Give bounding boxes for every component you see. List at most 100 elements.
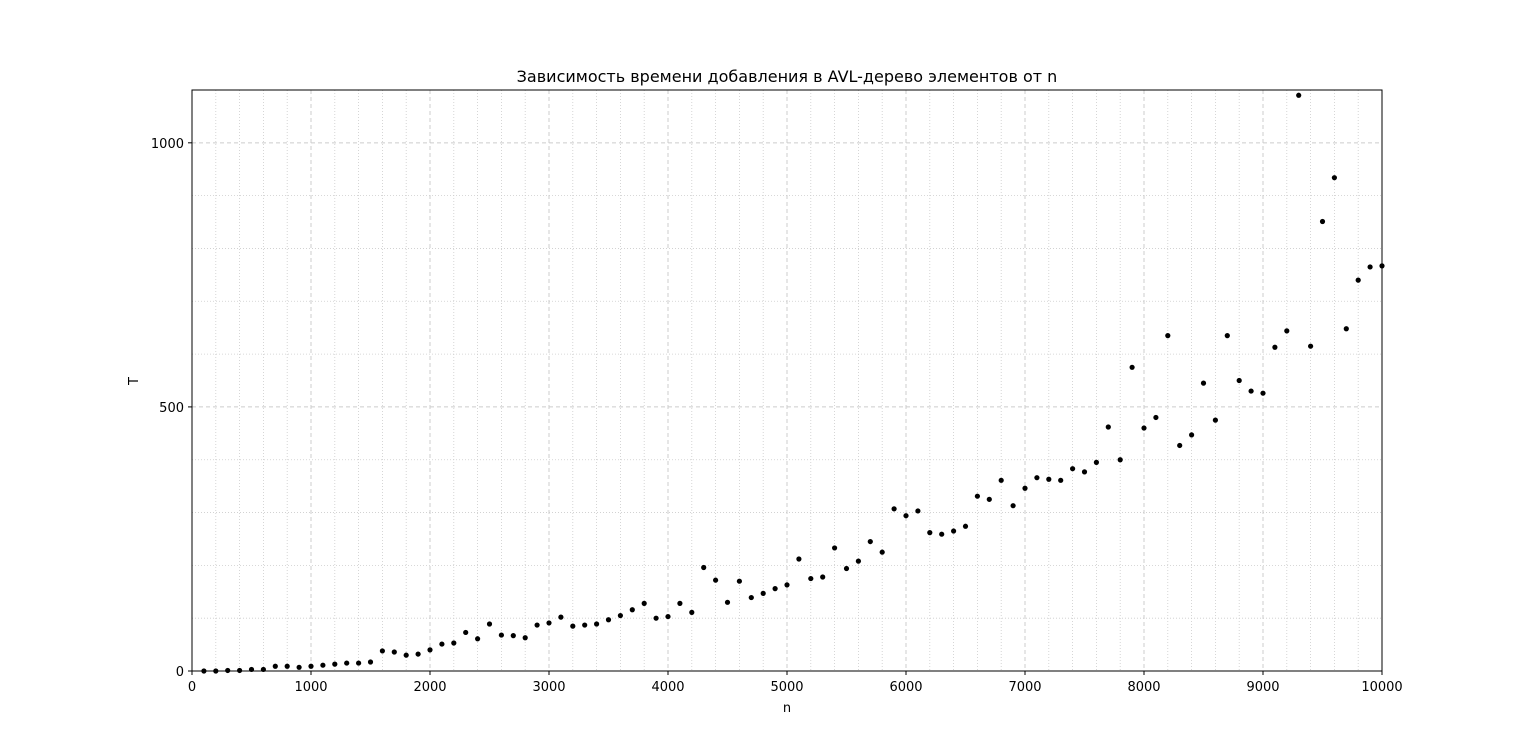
data-point <box>558 614 564 620</box>
data-point <box>463 629 469 636</box>
data-point <box>772 586 778 592</box>
chart-title: Зависимость времени добавления в AVL-дер… <box>517 67 1058 86</box>
data-point <box>796 556 802 562</box>
data-point <box>1296 92 1302 98</box>
x-tick-label: 3000 <box>532 680 565 695</box>
major-grid <box>192 90 1382 671</box>
data-point <box>1046 476 1052 482</box>
x-tick-label: 8000 <box>1127 680 1160 695</box>
data-point <box>403 652 409 658</box>
data-point <box>1248 388 1254 394</box>
data-point <box>225 667 231 674</box>
x-tick-label: 1000 <box>294 680 327 695</box>
data-point <box>415 651 421 657</box>
data-point <box>427 647 433 653</box>
data-point <box>689 609 695 615</box>
data-point <box>510 633 516 639</box>
data-point <box>1308 343 1314 349</box>
data-point <box>1189 432 1195 438</box>
data-point <box>1343 326 1349 332</box>
x-axis-label: n <box>783 701 791 716</box>
data-point <box>653 615 659 621</box>
data-point <box>284 663 290 669</box>
data-point <box>570 623 576 629</box>
data-points <box>201 92 1385 674</box>
x-tick-label: 7000 <box>1008 680 1041 695</box>
data-point <box>1153 414 1159 421</box>
data-point <box>1117 457 1123 463</box>
data-point <box>356 660 362 666</box>
data-point <box>1260 390 1266 396</box>
data-point <box>594 621 600 627</box>
data-point <box>1236 377 1242 384</box>
y-tick-label: 1000 <box>151 137 184 152</box>
data-point <box>867 538 873 545</box>
data-point <box>451 640 457 646</box>
data-point <box>272 663 278 669</box>
x-tick-label: 0 <box>188 680 196 695</box>
data-point <box>391 649 397 655</box>
data-point <box>308 663 314 669</box>
data-point <box>522 635 528 641</box>
data-point <box>332 661 338 667</box>
data-point <box>843 565 850 572</box>
data-point <box>1093 459 1099 465</box>
data-point <box>784 582 790 588</box>
y-axis-ticks: 0 500 1000 <box>151 137 192 680</box>
data-point <box>1022 485 1028 491</box>
data-point <box>546 620 552 626</box>
data-point <box>879 549 885 555</box>
data-point <box>927 530 933 536</box>
data-point <box>439 641 445 647</box>
data-point <box>1070 466 1076 472</box>
data-point <box>1177 442 1183 449</box>
data-point <box>855 558 862 564</box>
data-point <box>808 575 814 582</box>
data-point <box>891 506 897 512</box>
data-point <box>760 590 766 596</box>
data-point <box>320 662 326 668</box>
data-point <box>939 531 945 537</box>
data-point <box>1081 469 1088 475</box>
data-point <box>1319 218 1326 225</box>
x-tick-label: 10000 <box>1361 680 1402 695</box>
data-point <box>701 564 707 571</box>
x-tick-label: 4000 <box>651 680 684 695</box>
data-point <box>998 477 1004 483</box>
data-point <box>832 545 838 551</box>
data-point <box>748 594 754 601</box>
y-tick-label: 0 <box>176 665 184 680</box>
data-point <box>1058 477 1064 483</box>
data-point <box>1200 380 1207 386</box>
data-point <box>1367 264 1373 270</box>
data-point <box>1355 277 1361 283</box>
data-point <box>665 613 671 620</box>
data-point <box>724 599 731 605</box>
data-point <box>1105 424 1111 430</box>
y-axis-label: T <box>127 377 142 386</box>
data-point <box>1034 475 1040 481</box>
data-point <box>986 496 992 502</box>
x-tick-label: 6000 <box>889 680 922 695</box>
data-point <box>962 523 969 529</box>
data-point <box>641 600 647 606</box>
data-point <box>344 660 350 666</box>
data-point <box>1165 333 1171 339</box>
data-point <box>1010 503 1016 509</box>
data-point <box>736 578 743 584</box>
x-tick-label: 9000 <box>1246 680 1279 695</box>
data-point <box>379 648 385 654</box>
data-point <box>903 513 909 519</box>
data-point <box>629 607 635 613</box>
data-point <box>951 528 957 534</box>
data-point <box>1272 344 1278 350</box>
data-point <box>820 574 826 580</box>
data-point <box>1212 417 1218 423</box>
data-point <box>617 612 624 619</box>
data-point <box>296 664 302 670</box>
data-point <box>486 621 493 627</box>
data-point <box>605 617 612 623</box>
data-point <box>974 493 981 499</box>
data-point <box>1224 333 1230 339</box>
